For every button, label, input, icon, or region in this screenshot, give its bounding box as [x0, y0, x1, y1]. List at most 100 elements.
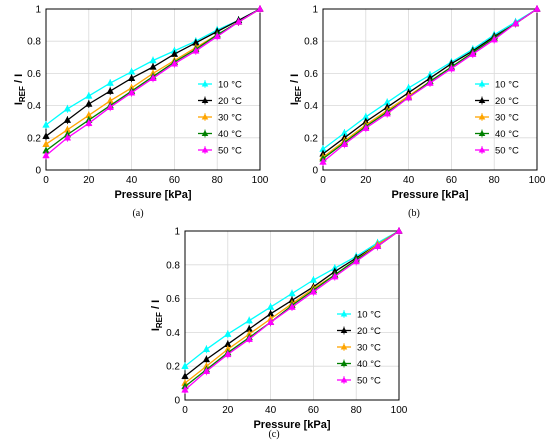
legend-marker — [340, 376, 348, 383]
data-point — [331, 272, 339, 280]
chart-panel-b: 0 20 40 60 80 100 0 0.2 0.4 0.6 0.8 1 Pressure [kPa]… — [289, 5, 546, 220]
data-point — [63, 104, 72, 112]
data-point — [373, 242, 382, 249]
y-tick-label: 0 — [174, 396, 180, 407]
x-tick-label: 80 — [212, 175, 224, 186]
data-point — [469, 50, 477, 57]
x-tick-label: 20 — [360, 175, 372, 186]
x-tick-label: 80 — [489, 175, 501, 186]
legend-label: 30 °C — [357, 343, 381, 354]
y-axis-label-sub: REF — [18, 86, 27, 102]
x-tick-label: 20 — [83, 175, 95, 186]
y-tick-label: 0.2 — [166, 362, 180, 373]
data-point — [85, 99, 93, 107]
legend-marker — [340, 343, 348, 350]
chart-panel-c: 0 20 40 60 80 100 0 0.2 0.4 0.6 0.8 1 Pressure [kPa]… — [150, 227, 408, 441]
data-point — [511, 19, 520, 27]
y-axis-label-main: I — [150, 328, 162, 331]
legend-label: 20 °C — [218, 96, 242, 107]
legend-label: 10 °C — [495, 80, 519, 91]
data-point — [245, 335, 253, 342]
legend-marker — [340, 310, 348, 317]
legend-label: 50 °C — [357, 376, 381, 387]
y-axis-label-main: I — [13, 102, 25, 105]
y-axis-label-main: I — [289, 102, 301, 105]
x-tick-label: 40 — [265, 405, 277, 416]
data-point — [192, 46, 200, 54]
legend-label: 20 °C — [495, 96, 519, 107]
chart-panel-a: 0 20 40 60 80 100 0 0.2 0.4 0.6 0.8 1 Pressure [kPa]… — [13, 5, 269, 220]
data-point — [224, 330, 232, 337]
data-point — [170, 59, 179, 67]
legend-marker — [478, 146, 486, 153]
data-point — [181, 385, 189, 393]
x-tick-label: 60 — [446, 175, 458, 186]
y-tick-label: 0 — [312, 166, 318, 177]
y-axis-label-tail: / I — [13, 74, 25, 86]
data-point — [447, 64, 456, 72]
y-tick-label: 0.6 — [166, 294, 180, 305]
legend-marker — [340, 327, 348, 333]
legend-label: 30 °C — [495, 113, 519, 124]
y-tick-label: 0.8 — [27, 37, 41, 48]
y-tick-label: 0.6 — [27, 69, 41, 80]
y-tick-label: 1 — [312, 5, 318, 16]
x-tick-label: 40 — [126, 175, 138, 186]
legend-marker — [201, 130, 209, 136]
x-tick-label: 100 — [529, 175, 546, 186]
data-point — [245, 316, 253, 324]
x-tick-label: 0 — [182, 405, 188, 416]
data-point — [63, 133, 72, 141]
data-point — [404, 93, 413, 101]
legend-marker — [478, 130, 486, 136]
y-axis-label: IREF / I — [150, 300, 164, 331]
data-point — [533, 4, 541, 12]
legend-marker — [201, 113, 209, 120]
legend-marker — [340, 360, 348, 366]
y-tick-label: 0.2 — [27, 133, 41, 144]
plot-frame — [322, 8, 538, 171]
data-point — [149, 74, 157, 81]
data-point — [362, 124, 370, 131]
x-tick-label: 0 — [43, 175, 49, 186]
x-tick-label: 60 — [308, 405, 320, 416]
y-tick-label: 0.4 — [27, 101, 41, 112]
legend-marker — [201, 80, 209, 87]
y-axis-label: IREF / I — [13, 74, 27, 105]
x-axis-label: Pressure [kPa] — [391, 189, 468, 201]
y-axis-label-tail: / I — [150, 300, 162, 312]
legend-marker — [201, 97, 209, 103]
y-tick-label: 0.4 — [166, 328, 180, 339]
y-tick-label: 0.8 — [304, 37, 318, 48]
data-point — [490, 35, 498, 43]
data-point — [42, 151, 50, 159]
legend-label: 40 °C — [357, 359, 381, 370]
panel-label: (b) — [408, 208, 420, 219]
legend-label: 20 °C — [357, 326, 381, 337]
x-tick-label: 60 — [169, 175, 181, 186]
legend-label: 10 °C — [357, 310, 381, 321]
legend-marker — [201, 146, 209, 153]
x-axis-label: Pressure [kPa] — [253, 419, 330, 431]
data-point — [149, 62, 157, 70]
data-point — [288, 303, 296, 310]
panel-label: (c) — [268, 429, 279, 440]
data-point — [383, 109, 391, 117]
data-point — [202, 355, 211, 363]
data-point — [224, 350, 232, 358]
data-point — [42, 140, 50, 147]
data-point — [352, 257, 360, 265]
y-tick-label: 0.6 — [304, 69, 318, 80]
legend-marker — [478, 80, 486, 87]
legend-marker — [478, 113, 486, 120]
data-point — [106, 79, 114, 86]
x-tick-label: 0 — [320, 175, 326, 186]
data-point — [266, 318, 275, 326]
legend-label: 50 °C — [218, 146, 242, 157]
y-axis-label-tail: / I — [289, 74, 301, 86]
data-point — [266, 303, 275, 310]
data-point — [127, 74, 136, 81]
x-tick-label: 100 — [391, 405, 408, 416]
data-point — [288, 289, 296, 297]
